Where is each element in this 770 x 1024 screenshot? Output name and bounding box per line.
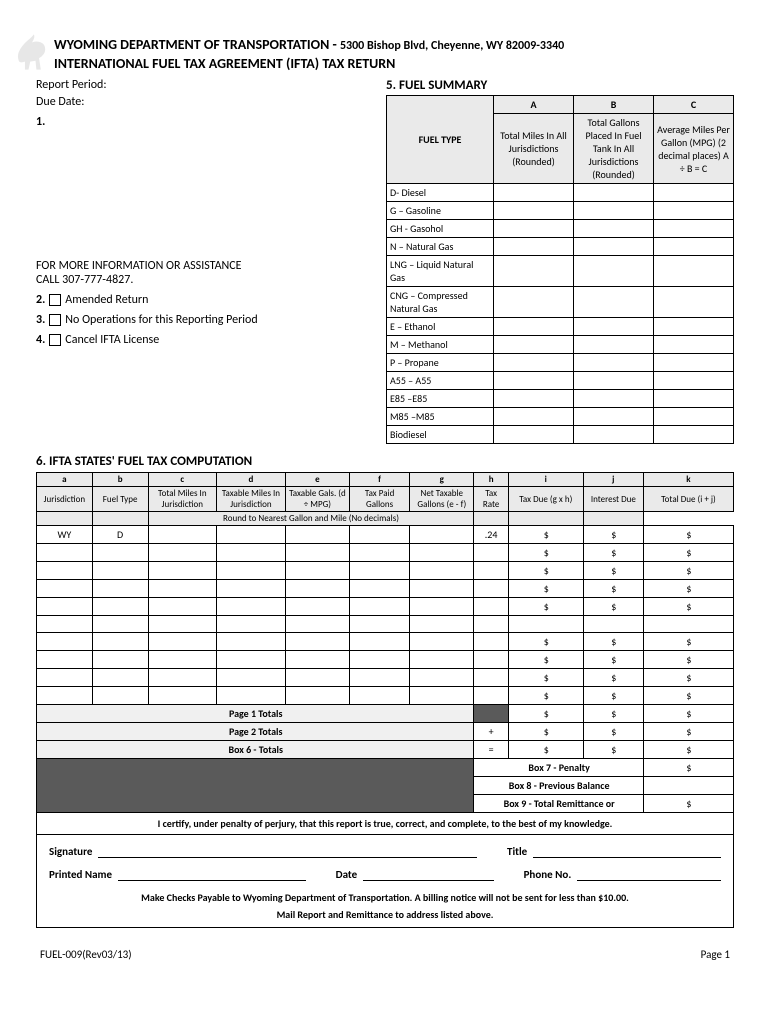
page1-totals: Page 1 Totals [37,705,474,723]
fuel-row-label: A55 – A55 [387,372,494,390]
form-header: WYOMING DEPARTMENT OF TRANSPORTATION - 5… [36,36,734,72]
report-period-label: Report Period: [36,78,366,92]
fuel-row-label: D- Diesel [387,184,494,202]
box6-totals: Box 6 - Totals [37,741,474,759]
due-date-label: Due Date: [36,95,366,109]
form-title: INTERNATIONAL FUEL TAX AGREEMENT (IFTA) … [36,55,734,72]
phone-line[interactable] [577,880,721,881]
payment-note-2: Mail Report and Remittance to address li… [49,908,721,921]
form-number: FUEL-009(Rev03/13) [40,948,132,961]
no-ops-checkbox[interactable] [49,314,61,326]
page-number: Page 1 [701,948,730,961]
page2-totals: Page 2 Totals [37,723,474,741]
fuel-summary-section: 5. FUEL SUMMARY FUEL TYPE A B C Total Mi… [386,78,734,444]
cancel-checkbox[interactable] [49,334,61,346]
fuel-summary-table: FUEL TYPE A B C Total Miles In All Juris… [386,95,734,444]
fuel-row-label: N – Natural Gas [387,238,494,256]
assistance-info: FOR MORE INFORMATION OR ASSISTANCE CALL … [36,259,366,287]
fuel-row-label: M – Methanol [387,336,494,354]
phone-label: Phone No. [524,868,572,881]
page-footer: FUEL-009(Rev03/13) Page 1 [36,948,734,961]
item-1: 1. [36,115,366,129]
fuel-row-label: E85 –E85 [387,390,494,408]
fuel-row-label: GH - Gasohol [387,220,494,238]
section-5-title: 5. FUEL SUMMARY [386,78,734,93]
box9: Box 9 - Total Remittance or [474,795,643,813]
fuel-row-label: P – Propane [387,354,494,372]
signature-label: Signature [49,845,92,858]
left-column: Report Period: Due Date: 1. FOR MORE INF… [36,78,366,444]
box7: Box 7 - Penalty [474,759,643,777]
item-2-amended: 2. Amended Return [36,293,366,307]
signature-line[interactable] [98,857,477,858]
dept-title: WYOMING DEPARTMENT OF TRANSPORTATION - 5… [36,36,734,53]
printed-name-line[interactable] [118,880,306,881]
item-4-cancel: 4. Cancel IFTA License [36,333,366,347]
amended-checkbox[interactable] [49,294,61,306]
title-label: Title [507,845,527,858]
title-line[interactable] [533,857,721,858]
fuel-type-header: FUEL TYPE [387,96,494,184]
printed-name-label: Printed Name [49,868,112,881]
box8: Box 8 - Previous Balance [474,777,643,795]
payment-note-1: Make Checks Payable to Wyoming Departmen… [49,891,721,904]
computation-table: abcdefghijk JurisdictionFuel TypeTotal M… [36,472,734,928]
fuel-row-label: M85 –M85 [387,408,494,426]
wyoming-logo-icon [14,30,50,74]
certify-statement: I certify, under penalty of perjury, tha… [37,813,734,835]
section-6-title: 6. IFTA STATES' FUEL TAX COMPUTATION [36,454,734,469]
fuel-row-label: Biodiesel [387,426,494,444]
fuel-row-label: LNG – Liquid Natural Gas [387,256,494,287]
date-label: Date [336,868,357,881]
item-3-no-ops: 3. No Operations for this Reporting Peri… [36,313,366,327]
fuel-row-label: G – Gasoline [387,202,494,220]
date-line[interactable] [363,880,493,881]
fuel-row-label: CNG – Compressed Natural Gas [387,287,494,318]
fuel-row-label: E – Ethanol [387,318,494,336]
